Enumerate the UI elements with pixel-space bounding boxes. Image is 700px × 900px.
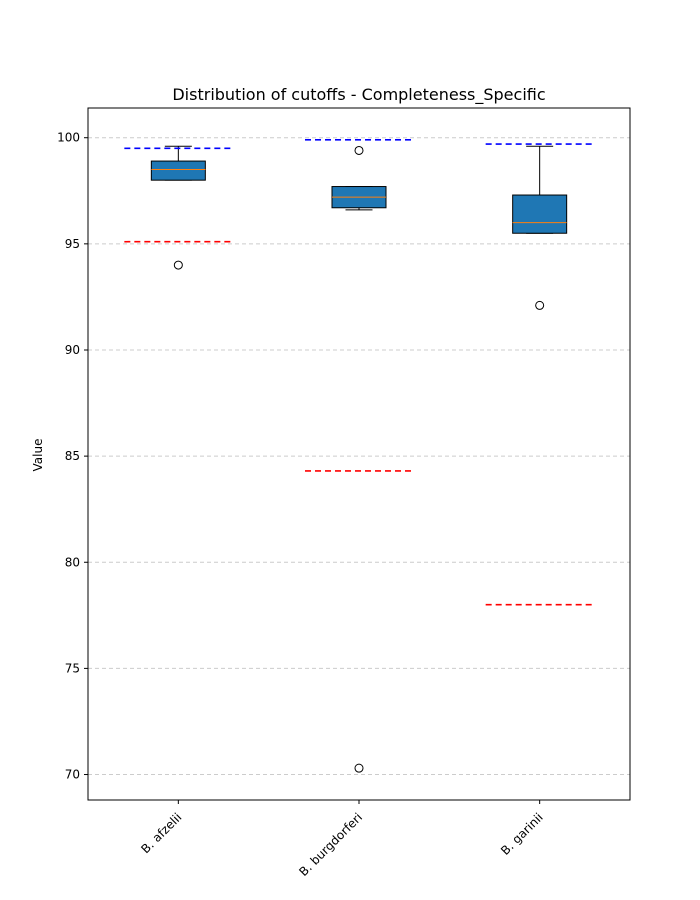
outlier-point <box>173 260 183 270</box>
x-tick-label: B. burgdorferi <box>296 810 365 879</box>
outlier-point <box>354 763 364 773</box>
reference-lines <box>124 139 594 606</box>
y-tick-label: 100 <box>57 131 80 145</box>
box-layer <box>150 145 568 773</box>
x-tick-label: B. afzelii <box>138 810 184 856</box>
y-tick-label: 90 <box>65 343 80 357</box>
y-tick-label: 95 <box>65 237 80 251</box>
box-group <box>331 145 387 773</box>
y-axis-label: Value <box>31 439 45 472</box>
box-group <box>150 145 206 270</box>
grid-layer <box>88 137 630 776</box>
box-group <box>512 145 568 310</box>
x-tick-label: B. garinii <box>498 810 546 858</box>
x-axis-ticks: B. afzelii B. burgdorferi B. garinii <box>138 800 546 879</box>
y-tick-label: 75 <box>65 661 80 675</box>
outlier-point <box>354 145 364 155</box>
box-iqr <box>150 160 206 181</box>
y-axis-ticks: 70 75 80 85 90 95 100 <box>57 131 88 782</box>
chart-title: Distribution of cutoffs - Completeness_S… <box>172 85 545 105</box>
box-iqr <box>512 194 568 234</box>
outlier-point <box>535 300 545 310</box>
y-tick-label: 85 <box>65 449 80 463</box>
y-tick-label: 80 <box>65 555 80 569</box>
y-tick-label: 70 <box>65 768 80 782</box>
